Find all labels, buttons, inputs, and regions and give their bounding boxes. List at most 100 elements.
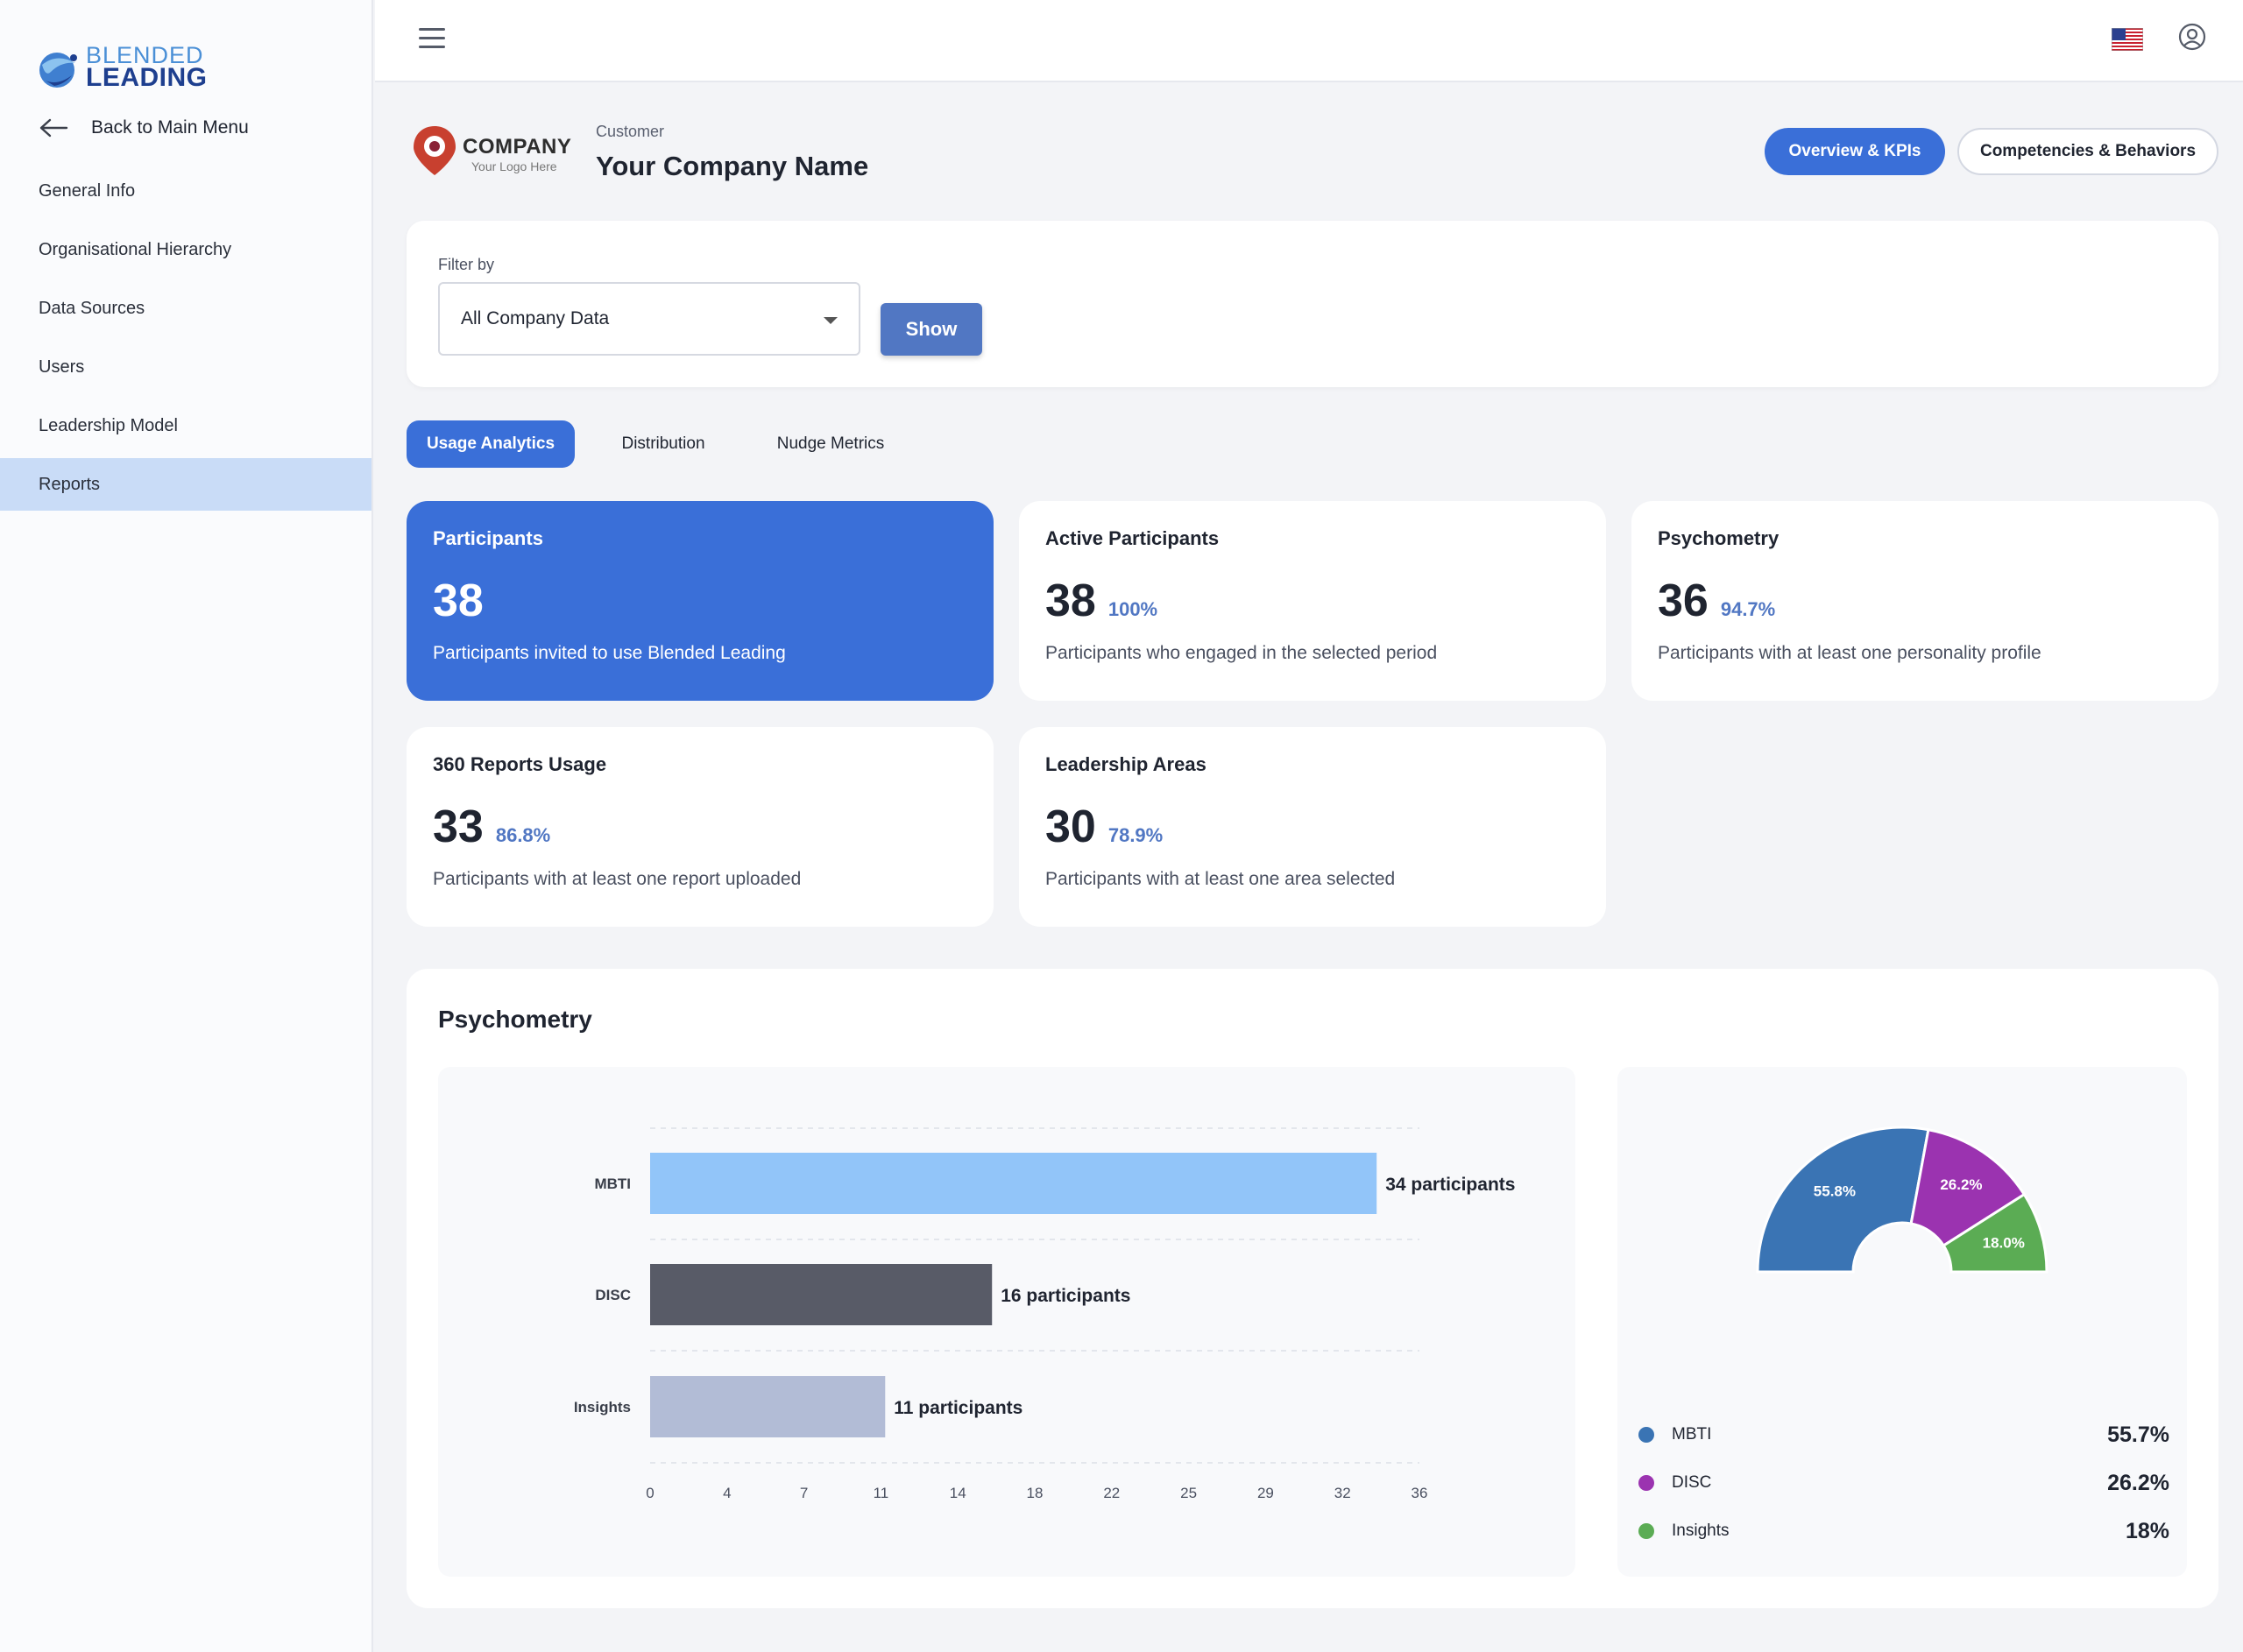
pie-chart-panel: 55.8% 26.2% 18.0% MBTI 55.7% DISC 26.2% In… bbox=[1617, 1067, 2187, 1577]
sidebar-item-label: Leadership Model bbox=[39, 415, 178, 435]
us-flag-icon[interactable] bbox=[2112, 28, 2143, 51]
x-tick-label: 18 bbox=[1027, 1485, 1044, 1501]
kpi-description: Participants who engaged in the selected… bbox=[1045, 643, 1438, 663]
legend-item-insights: Insights 18% bbox=[1638, 1514, 2169, 1549]
pie-slice-insights[interactable] bbox=[1942, 1192, 2048, 1274]
overview-kpis-button[interactable]: Overview & KPIs bbox=[1765, 128, 1945, 175]
x-tick-label: 36 bbox=[1412, 1485, 1428, 1501]
hamburger-menu-icon[interactable] bbox=[419, 28, 445, 49]
sidebar-item-data-sources[interactable]: Data Sources bbox=[0, 282, 371, 335]
kpi-value-row: 30 78.9% bbox=[1045, 801, 1580, 853]
show-button[interactable]: Show bbox=[881, 303, 982, 356]
x-tick-label: 14 bbox=[950, 1485, 966, 1501]
arrow-left-icon bbox=[39, 118, 68, 138]
kpi-percent: 86.8% bbox=[495, 824, 551, 846]
legend-value: 18% bbox=[2125, 1518, 2169, 1543]
sidebar-item-label: Users bbox=[39, 357, 85, 377]
bar-chart-panel: MBTI 34 participants DISC 16 participants In… bbox=[438, 1067, 1575, 1577]
logo-line1: BLENDED bbox=[86, 42, 204, 68]
slice-label: 55.8% bbox=[1814, 1183, 1856, 1199]
kpi-value: 33 bbox=[433, 801, 484, 852]
slice-label: 18.0% bbox=[1983, 1234, 2025, 1251]
tab-nudge-metrics[interactable]: Nudge Metrics bbox=[776, 434, 885, 453]
pie-slice-mbti[interactable] bbox=[1756, 1126, 1930, 1274]
kpi-card-psychometry[interactable]: Psychometry 36 94.7% Participants with a… bbox=[1631, 501, 2218, 701]
company-logo: COMPANY Your Logo Here bbox=[407, 119, 582, 182]
x-tick-label: 11 bbox=[874, 1485, 889, 1501]
psychometry-section: Psychometry MBTI 34 participants DISC 16 pa… bbox=[407, 969, 2218, 1608]
kpi-percent: 78.9% bbox=[1107, 824, 1164, 846]
sidebar-nav: General Info Organisational Hierarchy Da… bbox=[0, 165, 371, 517]
x-tick-label: 22 bbox=[1103, 1485, 1120, 1501]
sidebar-item-users[interactable]: Users bbox=[0, 341, 371, 393]
pie-slice-disc[interactable] bbox=[1909, 1127, 2027, 1248]
legend-value: 55.7% bbox=[2107, 1422, 2169, 1447]
x-tick-label: 25 bbox=[1180, 1485, 1197, 1501]
logo-text: BLENDED LEADING bbox=[86, 42, 208, 92]
kpi-percent: 94.7% bbox=[1720, 598, 1776, 620]
data-label: 34 participants bbox=[1385, 1175, 1515, 1195]
map-pin-logo-icon bbox=[414, 126, 456, 175]
filter-select[interactable]: All Company Data bbox=[438, 282, 860, 356]
x-tick-label: 29 bbox=[1257, 1485, 1274, 1501]
kpi-description: Participants with at least one report up… bbox=[433, 869, 802, 889]
x-tick-label: 7 bbox=[800, 1485, 808, 1501]
data-label: 16 participants bbox=[1001, 1286, 1130, 1306]
tab-usage-analytics[interactable]: Usage Analytics bbox=[407, 420, 575, 468]
kpi-card-active-participants[interactable]: Active Participants 38 100% Participants… bbox=[1019, 501, 1606, 701]
filter-selected-value: All Company Data bbox=[461, 308, 610, 328]
pie-chart: 55.8% 26.2% 18.0% bbox=[1756, 1126, 2048, 1274]
kpi-description: Participants with at least one area sele… bbox=[1045, 869, 1396, 889]
legend-item-disc: DISC 26.2% bbox=[1638, 1465, 2169, 1500]
back-to-main-menu-link[interactable]: Back to Main Menu bbox=[39, 117, 249, 138]
kpi-percent: 100% bbox=[1107, 598, 1158, 620]
company-logo-name: COMPANY bbox=[463, 135, 572, 159]
x-tick-label: 32 bbox=[1334, 1485, 1351, 1501]
kpi-card-360-reports-usage[interactable]: 360 Reports Usage 33 86.8% Participants … bbox=[407, 727, 994, 927]
kpi-card-leadership-areas[interactable]: Leadership Areas 30 78.9% Participants w… bbox=[1019, 727, 1606, 927]
kpi-title: Active Participants bbox=[1045, 527, 1220, 549]
x-tick-label: 0 bbox=[646, 1485, 654, 1501]
data-label: 11 participants bbox=[894, 1398, 1022, 1418]
sidebar-item-general-info[interactable]: General Info bbox=[0, 165, 371, 217]
sidebar-item-label: General Info bbox=[39, 180, 136, 201]
caret-down-icon bbox=[824, 317, 838, 324]
sidebar-item-label: Reports bbox=[39, 474, 101, 494]
blended-leading-logo[interactable]: BLENDED LEADING bbox=[35, 42, 207, 93]
logo-line2: LEADING bbox=[86, 63, 208, 92]
bar-insights[interactable] bbox=[650, 1376, 886, 1437]
y-tick-label: DISC bbox=[595, 1287, 631, 1303]
kpi-value-row: 38 100% bbox=[1045, 575, 1580, 627]
x-tick-label: 4 bbox=[723, 1485, 731, 1501]
kpi-value: 38 bbox=[1045, 575, 1096, 626]
sidebar-item-label: Data Sources bbox=[39, 298, 145, 318]
legend-swatch bbox=[1638, 1427, 1654, 1443]
sidebar-item-reports[interactable]: Reports bbox=[0, 458, 371, 511]
kpi-value: 38 bbox=[433, 575, 484, 626]
kpi-title: 360 Reports Usage bbox=[433, 753, 607, 775]
filter-card: Filter by All Company Data Show bbox=[407, 221, 2218, 387]
kpi-description: Participants invited to use Blended Lead… bbox=[433, 643, 786, 663]
sidebar-item-organisational-hierarchy[interactable]: Organisational Hierarchy bbox=[0, 223, 371, 276]
y-tick-label: Insights bbox=[574, 1399, 631, 1415]
kpi-value: 30 bbox=[1045, 801, 1096, 852]
globe-logo-icon bbox=[39, 53, 77, 88]
kpi-card-participants[interactable]: Participants 38 Participants invited to … bbox=[407, 501, 994, 701]
kpi-value-row: 33 86.8% bbox=[433, 801, 967, 853]
legend-swatch bbox=[1638, 1475, 1654, 1491]
page-title: Your Company Name bbox=[596, 151, 869, 181]
bar-disc[interactable] bbox=[650, 1264, 993, 1325]
kpi-value-row: 36 94.7% bbox=[1658, 575, 2192, 627]
tab-distribution[interactable]: Distribution bbox=[621, 434, 705, 453]
company-logo-tagline: Your Logo Here bbox=[471, 159, 557, 173]
kpi-description: Participants with at least one personali… bbox=[1658, 643, 2041, 663]
sidebar: BLENDED LEADING Back to Main Menu Genera… bbox=[0, 0, 373, 1652]
user-account-icon[interactable] bbox=[2178, 23, 2206, 51]
legend-label: DISC bbox=[1672, 1473, 1712, 1492]
competencies-behaviors-button[interactable]: Competencies & Behaviors bbox=[1957, 128, 2218, 175]
sidebar-item-leadership-model[interactable]: Leadership Model bbox=[0, 399, 371, 452]
section-title: Psychometry bbox=[438, 1006, 592, 1033]
bar-chart: MBTI 34 participants DISC 16 participants In… bbox=[574, 1127, 1515, 1501]
bar-mbti[interactable] bbox=[650, 1153, 1377, 1214]
sidebar-item-label: Organisational Hierarchy bbox=[39, 239, 232, 259]
